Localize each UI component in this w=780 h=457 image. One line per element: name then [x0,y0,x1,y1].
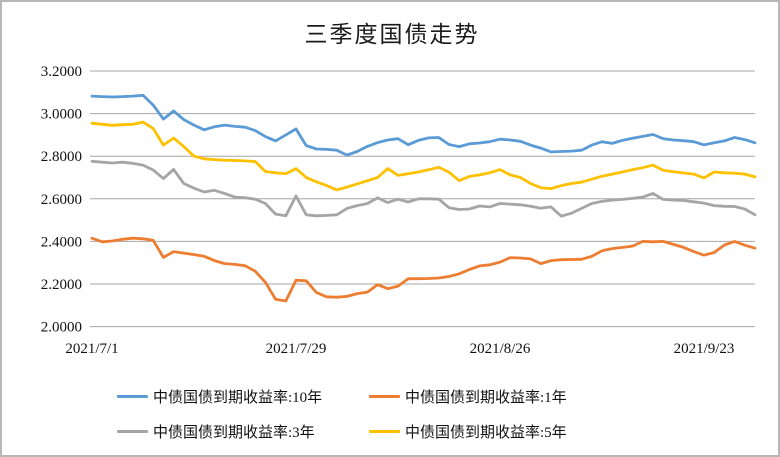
y-tick-label: 3.2000 [41,64,82,80]
legend-line-icon [369,429,400,433]
legend-item-2: 中债国债到期收益率:3年 [117,422,315,441]
gridlines [90,70,755,328]
y-axis-labels: 3.2000 3.0000 2.8000 2.6000 2.4000 2.2000 2.00… [41,64,82,336]
series-line-中债国债到期收益率:1年 [90,236,757,303]
y-tick-label: 3.0000 [41,107,82,123]
series-lines [90,93,757,303]
legend-item-1: 中债国债到期收益率:1年 [369,387,567,406]
x-tick-label: 2021/7/29 [266,341,327,357]
legend-line-icon [369,394,400,398]
legend-label: 中债国债到期收益率:10年 [153,389,323,406]
legend-item-3: 中债国债到期收益率:5年 [369,422,567,441]
y-tick-label: 2.4000 [41,234,82,250]
y-tick-label: 2.6000 [41,192,82,208]
chart-title: 三季度国债走势 [304,22,480,47]
legend-label: 中债国债到期收益率:1年 [405,389,567,406]
series-line-中债国债到期收益率:3年 [90,159,757,218]
legend-label: 中债国债到期收益率:3年 [153,424,315,441]
x-axis-labels: 2021/7/1 2021/7/29 2021/8/26 2021/9/23 [65,341,734,357]
series-line-中债国债到期收益率:5年 [90,120,757,192]
legend-line-icon [117,394,148,398]
x-tick-label: 2021/7/1 [65,341,118,357]
x-tick-label: 2021/8/26 [470,341,531,357]
legend-item-0: 中债国债到期收益率:10年 [117,387,323,406]
legend-label: 中债国债到期收益率:5年 [405,424,567,441]
y-tick-label: 2.2000 [41,277,82,293]
y-tick-label: 2.0000 [41,320,82,336]
series-line-中债国债到期收益率:10年 [90,93,757,157]
y-tick-label: 2.8000 [41,149,82,165]
legend-line-icon [117,429,148,433]
x-tick-label: 2021/9/23 [674,341,735,357]
